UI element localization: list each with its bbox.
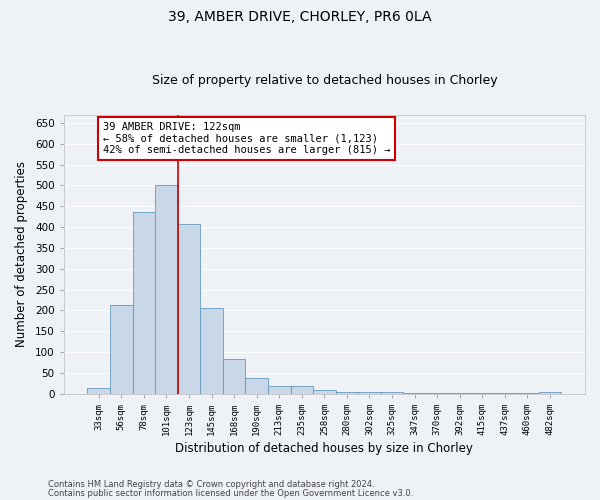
- Text: Contains HM Land Registry data © Crown copyright and database right 2024.: Contains HM Land Registry data © Crown c…: [48, 480, 374, 489]
- Bar: [110, 306, 133, 394]
- Bar: [358, 392, 381, 394]
- Bar: [313, 390, 335, 394]
- Bar: [178, 224, 200, 394]
- Bar: [88, 388, 110, 394]
- Bar: [155, 184, 178, 394]
- Bar: [335, 392, 358, 394]
- Text: 39, AMBER DRIVE, CHORLEY, PR6 0LA: 39, AMBER DRIVE, CHORLEY, PR6 0LA: [168, 10, 432, 24]
- Text: 39 AMBER DRIVE: 122sqm
← 58% of detached houses are smaller (1,123)
42% of semi-: 39 AMBER DRIVE: 122sqm ← 58% of detached…: [103, 122, 390, 156]
- Title: Size of property relative to detached houses in Chorley: Size of property relative to detached ho…: [152, 74, 497, 87]
- Bar: [223, 359, 245, 394]
- Bar: [200, 308, 223, 394]
- Bar: [381, 392, 403, 394]
- Bar: [133, 212, 155, 394]
- Bar: [268, 386, 290, 394]
- Text: Contains public sector information licensed under the Open Government Licence v3: Contains public sector information licen…: [48, 489, 413, 498]
- Bar: [290, 386, 313, 394]
- Bar: [539, 392, 562, 394]
- Y-axis label: Number of detached properties: Number of detached properties: [15, 161, 28, 347]
- X-axis label: Distribution of detached houses by size in Chorley: Distribution of detached houses by size …: [175, 442, 473, 455]
- Bar: [245, 378, 268, 394]
